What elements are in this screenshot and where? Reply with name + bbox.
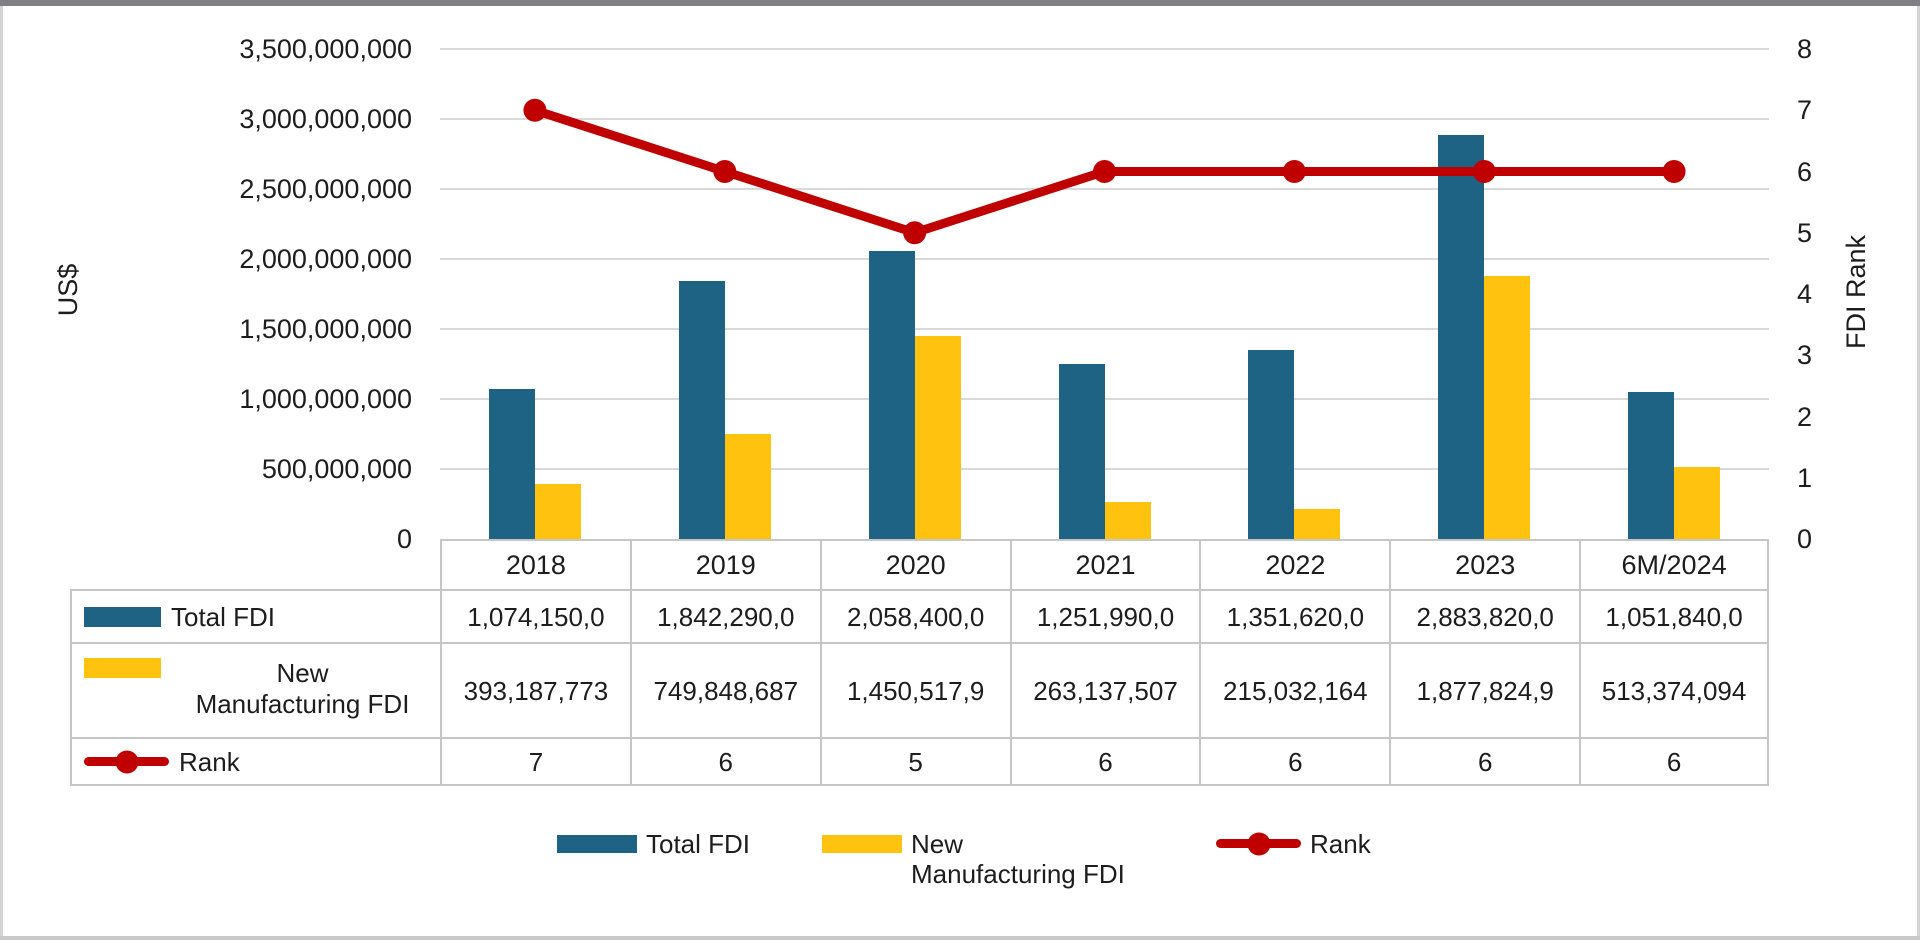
table-cell: 1,351,620,0 <box>1199 589 1390 642</box>
gridline <box>440 468 1769 470</box>
table-cell: 393,187,773 <box>440 642 630 737</box>
table-cell: 1,251,990,0 <box>1009 589 1200 642</box>
gridline <box>440 48 1769 50</box>
left-axis-tick: 2,000,000,000 <box>239 244 412 274</box>
right-axis-tick: 4 <box>1797 279 1813 309</box>
legend-item-new[interactable]: New Manufacturing FDI <box>822 829 1125 889</box>
right-axis-tick: 7 <box>1797 95 1813 126</box>
table-cell: 1,842,290,0 <box>629 589 820 642</box>
total-fdi-bar-2021[interactable] <box>1058 363 1105 539</box>
gridline <box>440 188 1769 190</box>
table-cell: 5 <box>819 737 1010 786</box>
new-manufacturing-fdi-bar-2020[interactable] <box>914 335 961 539</box>
table-header-6m-2024: 6M/2024 <box>1579 539 1769 589</box>
table-cell: 2,058,400,0 <box>819 589 1010 642</box>
new-manufacturing-fdi-bar-6M2024[interactable] <box>1674 467 1721 539</box>
new-manufacturing-fdi-bar-2021[interactable] <box>1104 502 1151 539</box>
table-cell: 1,074,150,0 <box>440 589 630 642</box>
rank-line-swatch <box>1216 839 1301 848</box>
data-table: 2018 2019 2020 2021 2022 2023 6M/2024 Total FDI… <box>70 539 1769 786</box>
new-manufacturing-fdi-swatch <box>84 658 161 678</box>
right-axis-tick: 1 <box>1797 462 1813 493</box>
left-axis-tick: 1,000,000,000 <box>239 384 412 414</box>
table-header-2019: 2019 <box>629 539 820 589</box>
table-cell: 263,137,507 <box>1009 642 1200 737</box>
table-row-label-new: New Manufacturing FDI <box>70 642 440 737</box>
legend-item-total-fdi[interactable]: Total FDI <box>557 829 750 859</box>
table-row-label-rank: Rank <box>70 737 440 786</box>
left-axis-tick: 2,500,000,000 <box>239 174 412 204</box>
new-manufacturing-fdi-bar-2019[interactable] <box>724 434 771 539</box>
table-cell: 6 <box>1579 737 1769 786</box>
gridline <box>440 398 1769 400</box>
total-fdi-swatch <box>557 835 637 853</box>
total-fdi-bar-2023[interactable] <box>1438 135 1485 539</box>
right-axis-tick: 3 <box>1797 340 1813 371</box>
total-fdi-bar-2018[interactable] <box>488 388 535 539</box>
table-header-2023: 2023 <box>1389 539 1580 589</box>
legend-label: New Manufacturing FDI <box>911 829 1125 889</box>
table-cell: 6 <box>1199 737 1390 786</box>
table-cell: 1,051,840,0 <box>1579 589 1769 642</box>
table-cell: 6 <box>629 737 820 786</box>
gridline <box>440 258 1769 260</box>
table-header-2020: 2020 <box>819 539 1010 589</box>
left-axis-title: US$ <box>53 263 83 317</box>
table-cell: 215,032,164 <box>1199 642 1390 737</box>
right-axis-tick: 0 <box>1797 524 1813 554</box>
right-axis-tick: 5 <box>1797 217 1813 248</box>
table-cell: 6 <box>1389 737 1580 786</box>
table-cell: 1,877,824,9 <box>1389 642 1580 737</box>
table-header-2021: 2021 <box>1009 539 1200 589</box>
left-axis-tick: 3,500,000,000 <box>239 34 412 64</box>
rank-line-swatch <box>84 757 169 766</box>
table-cell: 513,374,094 <box>1579 642 1769 737</box>
right-axis-tick: 2 <box>1797 401 1813 432</box>
total-fdi-bar-2019[interactable] <box>678 281 725 539</box>
left-axis-tick: 3,000,000,000 <box>239 104 412 134</box>
series-label: Total FDI <box>171 601 276 632</box>
left-axis-tick: 0 <box>396 524 412 554</box>
left-axis-tick: 1,500,000,000 <box>239 314 412 344</box>
series-label: Rank <box>179 746 240 777</box>
table-cell: 1,450,517,9 <box>819 642 1010 737</box>
gridline <box>440 118 1769 120</box>
total-fdi-swatch <box>84 606 161 627</box>
table-cell: 749,848,687 <box>629 642 820 737</box>
new-manufacturing-fdi-bar-2023[interactable] <box>1484 276 1531 539</box>
total-fdi-bar-6M2024[interactable] <box>1628 391 1675 539</box>
table-corner-blank <box>70 539 440 589</box>
table-header-2022: 2022 <box>1199 539 1390 589</box>
table-cell: 6 <box>1009 737 1200 786</box>
new-manufacturing-fdi-swatch <box>822 835 902 853</box>
legend-label: Rank <box>1310 829 1371 859</box>
right-axis-title: FDI Rank <box>1841 234 1871 350</box>
total-fdi-bar-2020[interactable] <box>868 250 915 539</box>
new-manufacturing-fdi-bar-2018[interactable] <box>534 483 581 539</box>
right-axis-tick: 6 <box>1797 156 1813 187</box>
series-label: New Manufacturing FDI <box>195 658 410 719</box>
legend-label: Total FDI <box>646 829 751 859</box>
legend-item-rank[interactable]: Rank <box>1216 829 1371 859</box>
right-axis-tick: 8 <box>1797 34 1813 64</box>
total-fdi-bar-2022[interactable] <box>1248 349 1295 539</box>
new-manufacturing-fdi-bar-2022[interactable] <box>1294 508 1341 539</box>
table-cell: 7 <box>440 737 630 786</box>
table-cell: 2,883,820,0 <box>1389 589 1580 642</box>
gridline <box>440 328 1769 330</box>
table-header-2018: 2018 <box>440 539 630 589</box>
table-row-label-total-fdi: Total FDI <box>70 589 440 642</box>
left-axis-tick: 500,000,000 <box>261 454 412 484</box>
